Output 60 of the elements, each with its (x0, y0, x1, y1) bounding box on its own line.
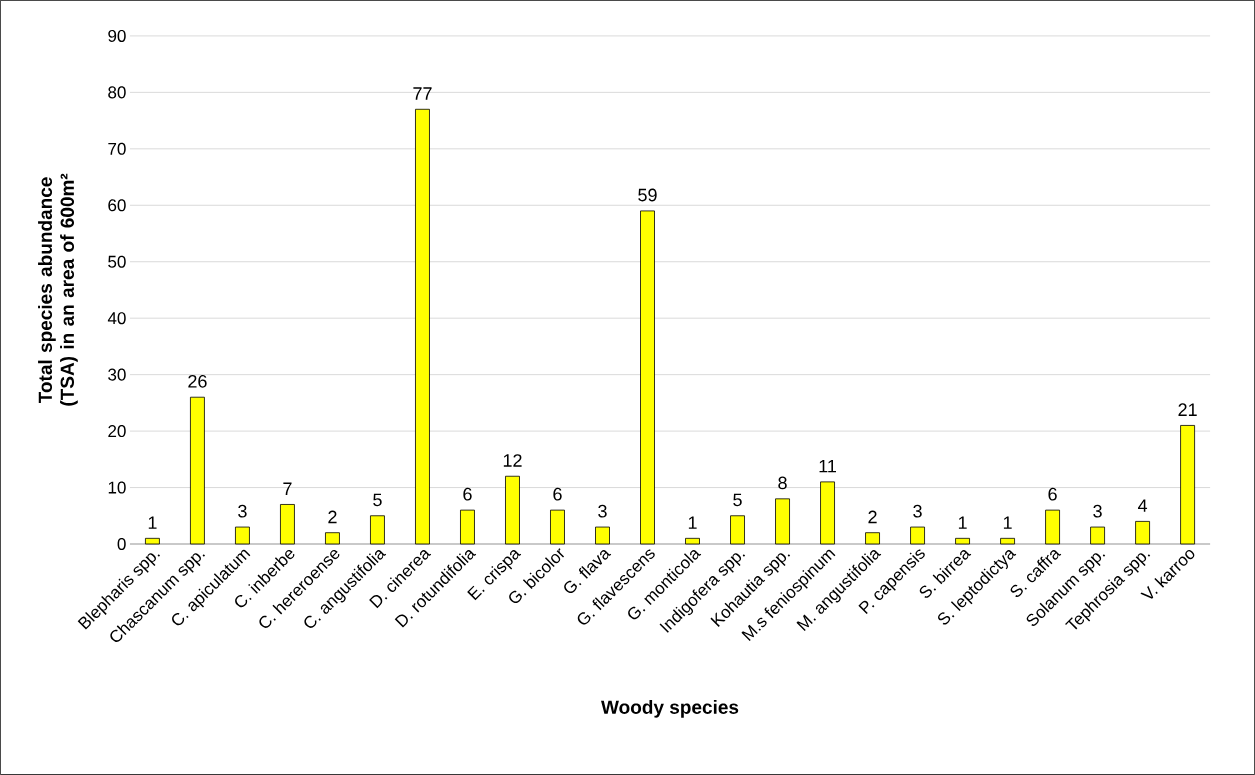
bar (1000, 537, 1015, 545)
y-tick-label: 70 (108, 142, 126, 155)
data-label: 2 (328, 510, 337, 524)
bar (415, 108, 430, 545)
bar (370, 515, 385, 545)
data-label: 6 (1048, 487, 1057, 501)
data-label: 4 (1137, 499, 1148, 512)
bar (505, 475, 520, 545)
y-tick-label: 80 (108, 86, 126, 99)
bar (955, 537, 970, 545)
data-label: 5 (373, 493, 382, 507)
bar (685, 537, 700, 545)
y-tick-label: 40 (107, 312, 126, 325)
bar (730, 515, 745, 545)
data-label: 1 (958, 516, 967, 529)
data-label: 6 (553, 487, 562, 501)
bar (460, 509, 475, 545)
data-label: 1 (1003, 516, 1012, 529)
data-label: 26 (188, 374, 207, 388)
data-label: 3 (913, 504, 922, 518)
y-tick-label: 90 (108, 29, 126, 42)
data-label: 21 (1178, 403, 1197, 416)
bar (640, 210, 655, 545)
data-label: 77 (413, 87, 432, 100)
data-label: 11 (819, 459, 836, 473)
data-label: 1 (688, 516, 697, 529)
data-label: 5 (733, 493, 742, 507)
bar (1180, 425, 1195, 545)
bar (910, 526, 925, 545)
bar (820, 481, 835, 545)
y-axis-title: Total species abundance (TSA) in an area of 600m² (38, 173, 78, 406)
bar (1090, 526, 1105, 545)
data-label: 3 (1093, 504, 1102, 518)
bar (865, 532, 880, 545)
data-label: 8 (778, 476, 787, 490)
data-label: 6 (463, 487, 472, 501)
bar (235, 526, 250, 545)
y-tick-label: 20 (108, 425, 126, 438)
bar (1045, 509, 1060, 545)
y-tick-label: 30 (108, 368, 126, 381)
bar (190, 396, 205, 545)
bar (280, 504, 295, 545)
data-label: 7 (283, 482, 292, 495)
bar (1135, 521, 1150, 545)
data-label: 3 (238, 504, 247, 518)
bar (775, 498, 790, 545)
bar (145, 537, 160, 545)
y-tick-label: 50 (108, 255, 126, 268)
data-label: 3 (598, 504, 607, 518)
y-tick-label: 10 (108, 481, 126, 494)
data-label: 59 (638, 188, 657, 202)
data-label: 1 (148, 516, 157, 529)
bar (595, 526, 610, 545)
bar (550, 509, 565, 545)
y-tick-label: 60 (108, 199, 126, 212)
bar (325, 532, 340, 545)
data-label: 12 (503, 454, 522, 467)
x-axis-title: Woody species (601, 699, 739, 718)
y-tick-label: 0 (117, 538, 126, 551)
data-label: 2 (868, 510, 877, 524)
